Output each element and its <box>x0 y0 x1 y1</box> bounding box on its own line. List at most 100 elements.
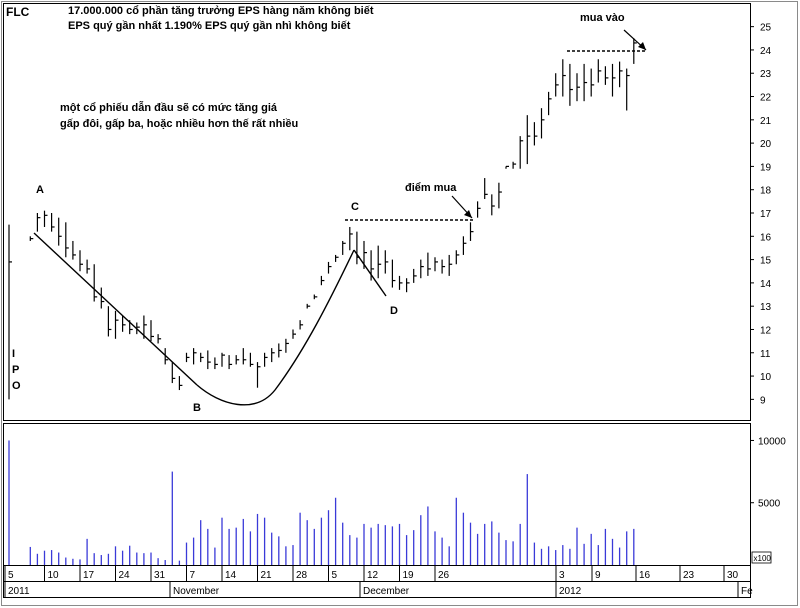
period-label: December <box>363 586 410 597</box>
price-bar <box>100 287 105 309</box>
price-bar <box>278 343 282 358</box>
date-tick-label: 23 <box>683 570 695 581</box>
volume-axis: 5000 10000 <box>750 436 786 510</box>
date-tick-label: 26 <box>438 570 450 581</box>
price-bar <box>349 226 353 251</box>
price-bar <box>469 222 474 241</box>
price-bar <box>533 122 538 146</box>
price-panel <box>3 3 751 421</box>
price-bar <box>185 352 190 363</box>
volume-bars <box>8 440 635 565</box>
date-tick-label: 30 <box>727 570 739 581</box>
price-bar <box>626 68 630 111</box>
date-tick-label: 14 <box>225 570 237 581</box>
date-tick-label: 12 <box>367 570 379 581</box>
price-bar <box>562 59 566 97</box>
price-tick-label: 12 <box>760 325 772 336</box>
price-tick-label: 25 <box>760 23 772 34</box>
date-tick-label: 5 <box>8 570 14 581</box>
price-bar <box>384 250 389 274</box>
buy-in-arrowhead <box>638 42 646 50</box>
price-bar <box>157 334 162 344</box>
price-bar <box>342 240 346 255</box>
price-tick-label: 14 <box>760 279 772 290</box>
price-bar <box>512 161 517 169</box>
price-bar <box>313 294 318 300</box>
price-bar <box>65 222 69 258</box>
price-bar <box>249 352 254 367</box>
date-axis-labels: 5 10 17 24 31 7 14 21 28 5 12 19 26 3 9 16 23 30 2011 Novem… <box>4 566 753 597</box>
price-bar <box>114 310 119 339</box>
price-bar <box>420 259 424 279</box>
price-bar <box>477 201 481 218</box>
price-bar <box>413 268 417 283</box>
label-c: C <box>351 201 359 213</box>
price-bar <box>93 264 98 302</box>
price-bar <box>207 350 211 370</box>
price-tick-label: 10 <box>760 372 772 383</box>
note-line-2: gấp đôi, gấp ba, hoặc nhiều hơn thế rất … <box>60 118 298 130</box>
price-bar <box>86 259 91 274</box>
price-bar <box>29 236 34 241</box>
price-bar <box>221 352 225 367</box>
price-bar <box>462 236 467 255</box>
decline-line <box>33 232 198 386</box>
price-bar <box>72 240 76 260</box>
price-bar <box>235 355 240 365</box>
label-a: A <box>36 184 44 196</box>
price-bar <box>597 59 602 83</box>
price-bar <box>569 63 573 106</box>
price-tick-label: 22 <box>760 93 772 104</box>
price-bar <box>200 352 204 363</box>
handle-line <box>353 249 387 297</box>
header-line-2: EPS quý gần nhất 1.190% EPS quý gần nhì … <box>68 20 351 32</box>
ipo-letter-i: I <box>12 348 15 360</box>
volume-unit-box <box>751 551 772 564</box>
price-bar <box>519 136 524 169</box>
volume-unit-label: x100 <box>754 554 772 563</box>
period-label: Fe <box>741 586 753 597</box>
buy-in-label: mua vào <box>580 12 625 24</box>
price-bar <box>505 165 509 169</box>
price-bar <box>36 213 41 232</box>
price-tick-label: 23 <box>760 69 772 80</box>
date-tick-label: 9 <box>595 570 601 581</box>
price-tick-label: 17 <box>760 209 772 220</box>
price-bar <box>576 73 580 102</box>
date-tick-label: 5 <box>332 570 338 581</box>
date-tick-label: 21 <box>261 570 273 581</box>
price-bar <box>264 352 268 367</box>
price-bar <box>214 357 218 370</box>
price-tick-label: 20 <box>760 139 772 150</box>
price-bar <box>398 275 403 290</box>
buy-point-arrowhead <box>464 210 472 218</box>
price-bar <box>484 178 488 200</box>
price-bar <box>150 320 154 342</box>
volume-tick-label: 10000 <box>758 436 786 447</box>
price-bar <box>604 66 609 85</box>
period-label: 2011 <box>8 586 30 597</box>
price-bar <box>79 250 83 272</box>
price-bar <box>491 194 495 216</box>
price-tick-label: 19 <box>760 162 772 173</box>
date-tick-label: 24 <box>119 570 131 581</box>
label-b: B <box>193 402 201 414</box>
price-bar <box>121 315 126 332</box>
price-bar <box>178 376 183 391</box>
ipo-letter-o: O <box>12 380 21 392</box>
price-bar <box>242 348 247 365</box>
price-bar <box>107 306 112 337</box>
price-bar <box>171 362 176 384</box>
cup-base-curve <box>196 249 355 406</box>
price-bar <box>455 250 460 265</box>
price-bar <box>611 63 616 97</box>
price-bar <box>306 303 311 309</box>
price-bar <box>406 278 410 293</box>
buy-point-label: điểm mua <box>405 182 457 194</box>
price-bar <box>43 210 48 227</box>
date-tick-label: 10 <box>48 570 60 581</box>
ticker-label: FLC <box>6 5 30 19</box>
price-tick-label: 9 <box>760 395 766 406</box>
price-bar <box>441 259 446 274</box>
